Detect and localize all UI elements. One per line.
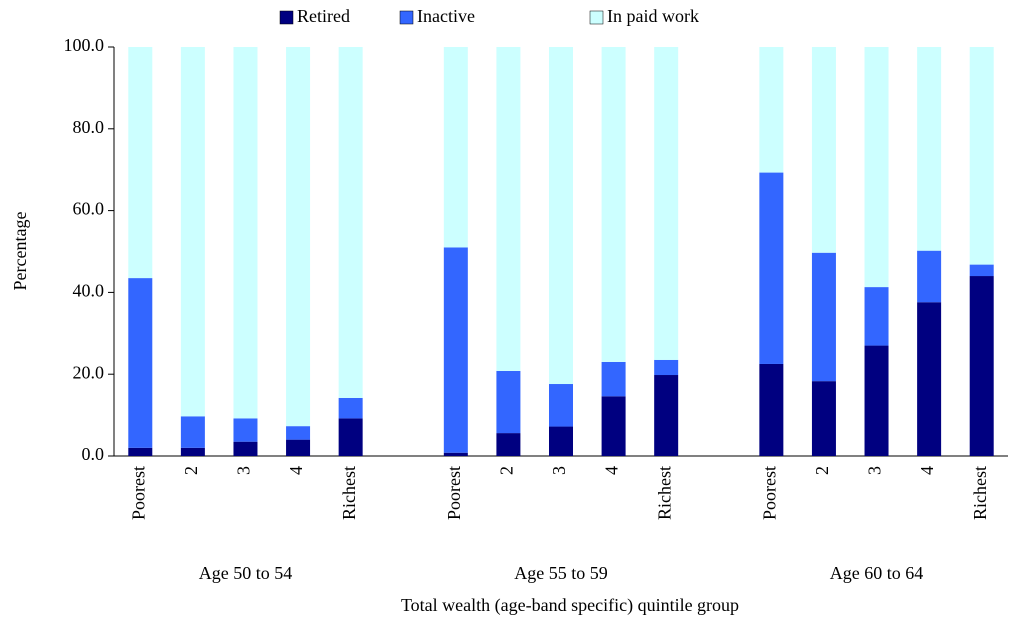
group-label: Age 50 to 54 — [199, 563, 293, 583]
bar-segment — [549, 384, 573, 427]
bar-segment — [811, 47, 836, 253]
bar-segment — [338, 47, 363, 398]
legend-swatch — [279, 10, 294, 25]
bar-segment — [654, 359, 679, 376]
bar-segment — [654, 47, 679, 360]
bar-segment — [654, 375, 679, 456]
bar-segment — [759, 363, 784, 456]
bar-segment — [601, 361, 626, 397]
group-label: Age 60 to 64 — [830, 563, 924, 583]
bar-segment — [128, 47, 153, 279]
bar-segment — [759, 172, 784, 364]
bar-segment — [233, 418, 258, 442]
bar-segment — [233, 441, 258, 456]
bar-segment — [496, 47, 521, 371]
x-tick-label: 4 — [602, 466, 622, 475]
bar-segment — [601, 396, 626, 456]
y-tick-label: 0.0 — [82, 444, 105, 464]
y-tick-label: 80.0 — [73, 117, 105, 137]
y-tick-label: 60.0 — [73, 199, 105, 219]
x-tick-label: 3 — [865, 466, 885, 475]
y-tick-label: 100.0 — [64, 35, 105, 55]
bar-segment — [549, 426, 573, 456]
y-tick-label: 40.0 — [73, 281, 105, 301]
bar-segment — [443, 247, 468, 453]
bar-segment — [180, 47, 205, 417]
legend-label: Inactive — [417, 6, 475, 26]
bar-segment — [443, 47, 468, 248]
x-tick-label: Poorest — [759, 466, 779, 520]
x-tick-label: 2 — [497, 466, 517, 475]
x-tick-label: Richest — [339, 466, 359, 520]
legend-label: In paid work — [607, 6, 699, 26]
legend-swatch — [399, 10, 414, 25]
bar-segment — [128, 278, 153, 448]
bar-segment — [496, 370, 521, 434]
x-tick-label: 2 — [181, 466, 201, 475]
x-tick-label: 3 — [549, 466, 569, 475]
legend-label: Retired — [297, 6, 350, 26]
bar-segment — [917, 250, 942, 303]
bar-segment — [338, 418, 363, 456]
bar-segment — [496, 433, 521, 456]
bar-segment — [864, 287, 889, 346]
x-tick-label: Richest — [654, 466, 674, 520]
bar-segment — [917, 302, 942, 456]
group-label: Age 55 to 59 — [514, 563, 608, 583]
bar-segment — [286, 426, 311, 440]
bar-segment — [286, 439, 311, 456]
bar-segment — [864, 47, 889, 288]
bar-segment — [917, 47, 942, 251]
bar-segment — [443, 452, 468, 456]
bar-segment — [128, 447, 153, 456]
x-tick-label: 2 — [812, 466, 832, 475]
x-tick-label: Richest — [970, 466, 990, 520]
bar-segment — [233, 47, 258, 419]
bar-segment — [601, 47, 626, 362]
bar-segment — [338, 397, 363, 419]
bar-segment — [969, 276, 994, 456]
bar-segment — [969, 47, 994, 265]
bar-segment — [180, 447, 205, 456]
bar-segment — [811, 381, 836, 456]
y-axis-label: Percentage — [10, 212, 30, 291]
x-tick-label: Poorest — [444, 466, 464, 520]
bar-segment — [969, 264, 994, 277]
y-tick-label: 20.0 — [73, 362, 105, 382]
x-tick-label: 3 — [234, 466, 254, 475]
bar-segment — [549, 47, 573, 385]
legend-swatch — [589, 10, 604, 25]
x-tick-label: 4 — [286, 466, 306, 475]
x-tick-label: 4 — [917, 466, 937, 475]
bar-segment — [286, 47, 311, 427]
bar-segment — [864, 345, 889, 456]
bar-segment — [811, 252, 836, 382]
bar-segment — [759, 47, 784, 173]
bar-segment — [180, 416, 205, 448]
x-tick-label: Poorest — [128, 466, 148, 520]
x-axis-label: Total wealth (age-band specific) quintil… — [401, 595, 739, 616]
